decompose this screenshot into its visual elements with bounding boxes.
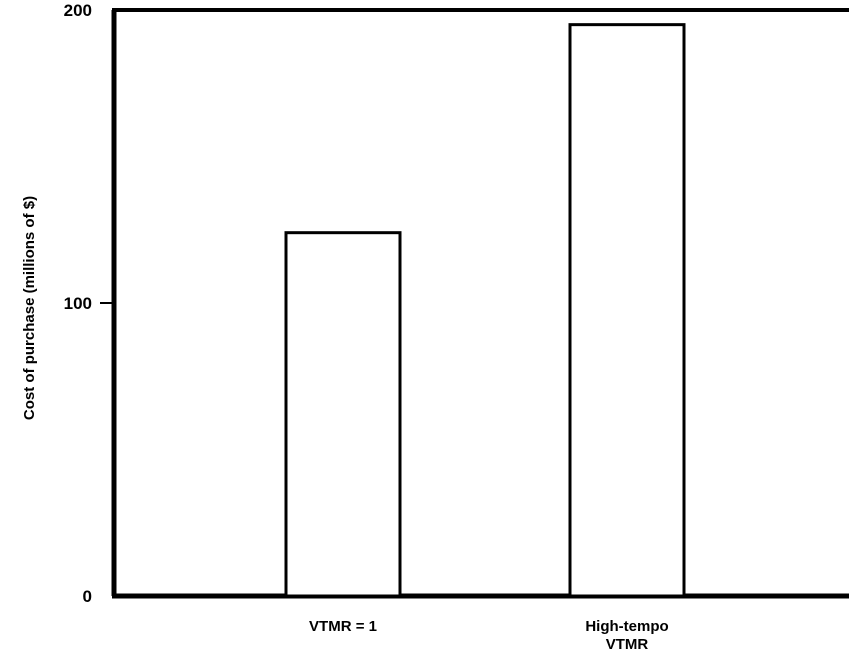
- y-tick-label: 100: [64, 294, 92, 313]
- plot-frame: [111, 8, 849, 599]
- x-tick-label: VTMR = 1: [309, 618, 377, 635]
- y-axis-ticks: 0 100 200: [64, 1, 114, 606]
- bar: [568, 23, 686, 598]
- bar: [284, 231, 402, 598]
- x-tick-label: High-tempo VTMR: [585, 618, 668, 653]
- bars: [284, 23, 686, 598]
- x-axis-labels: VTMR = 1 High-tempo VTMR: [309, 618, 669, 653]
- y-axis-title: Cost of purchase (millions of $): [21, 196, 38, 420]
- y-tick-label: 0: [83, 587, 92, 606]
- y-tick-label: 200: [64, 1, 92, 20]
